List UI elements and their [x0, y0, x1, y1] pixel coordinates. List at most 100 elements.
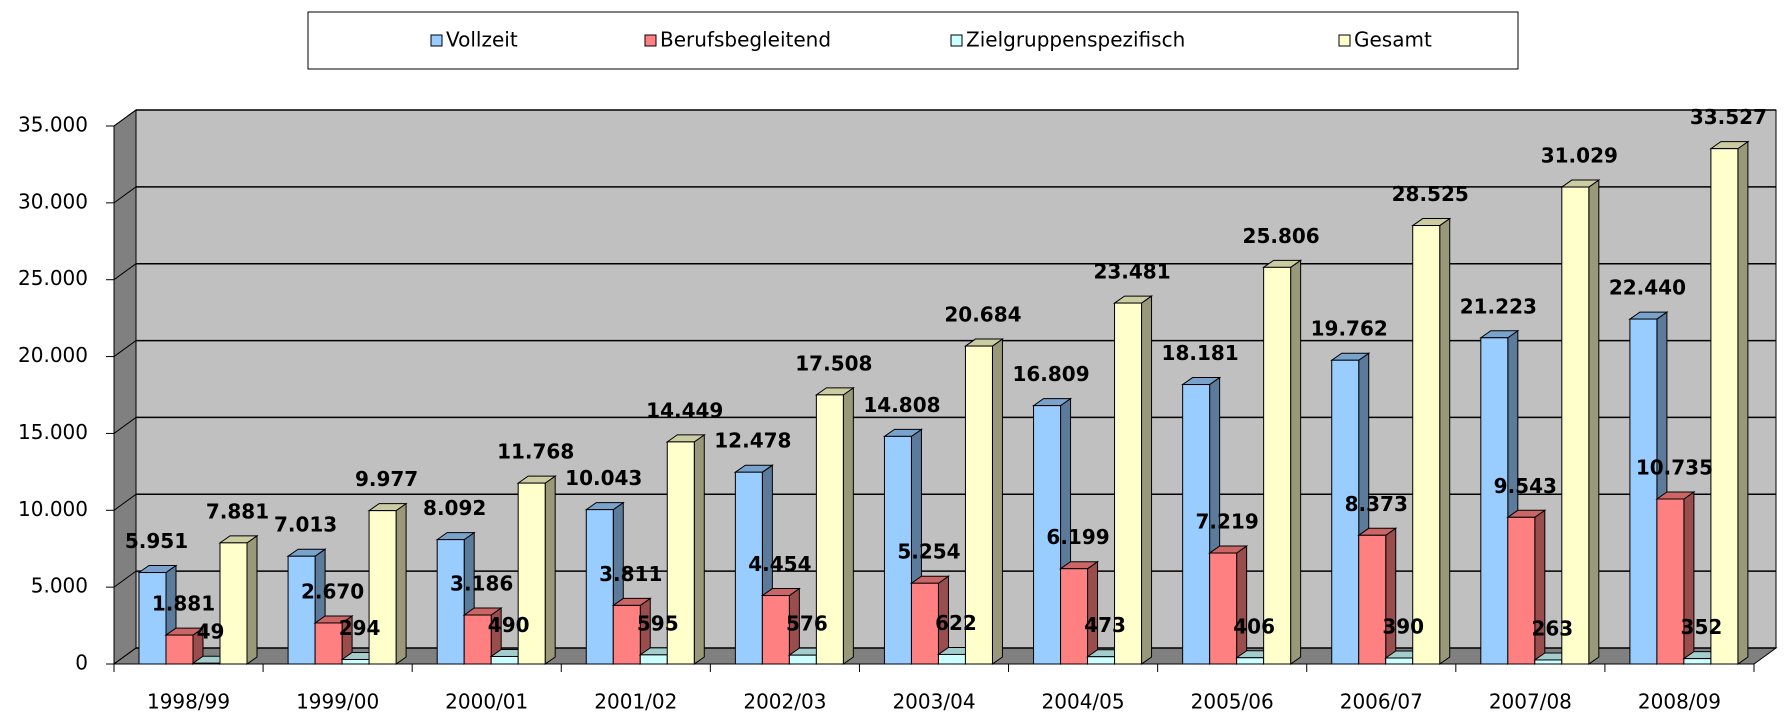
y-tick-label: 0 [75, 651, 88, 675]
data-label: 12.478 [714, 429, 791, 453]
data-label: 390 [1382, 615, 1424, 639]
bar-side [693, 433, 705, 665]
bar [436, 539, 465, 665]
data-label: 10.043 [565, 466, 642, 490]
legend-swatch [644, 34, 657, 47]
y-tick-label: 35.000 [18, 113, 88, 137]
data-label: 595 [637, 611, 679, 635]
data-label: 5.254 [897, 540, 960, 564]
grid-line-side [113, 340, 137, 357]
bar-side [1236, 545, 1248, 665]
bar [1033, 405, 1062, 665]
data-label: 7.219 [1196, 510, 1259, 534]
bar [734, 471, 763, 665]
data-label: 263 [1531, 616, 1573, 640]
bar [1114, 302, 1143, 665]
bar [1507, 516, 1536, 665]
data-label: 3.811 [599, 562, 662, 586]
bar-side [991, 338, 1003, 665]
data-label: 3.186 [450, 572, 513, 596]
bar-side [1141, 295, 1153, 665]
y-tick-label: 30.000 [18, 189, 88, 213]
bar [1263, 266, 1292, 665]
data-label: 16.809 [1012, 362, 1089, 386]
bar [314, 622, 343, 665]
x-tick-label: 2001/02 [594, 690, 677, 714]
data-label: 28.525 [1392, 182, 1469, 206]
data-label: 18.181 [1162, 341, 1239, 365]
data-label: 49 [197, 620, 225, 644]
data-label: 622 [935, 611, 977, 635]
data-label: 473 [1084, 613, 1126, 637]
bar [761, 595, 790, 665]
legend-swatch [1338, 34, 1351, 47]
bar-side [246, 534, 258, 665]
data-label: 4.454 [748, 552, 811, 576]
x-tick-label: 2008/09 [1638, 690, 1721, 714]
x-tick-label: 2007/08 [1489, 690, 1572, 714]
bar [1331, 359, 1360, 665]
data-label: 5.951 [125, 529, 188, 553]
data-label: 14.449 [646, 398, 723, 422]
data-label: 294 [339, 616, 381, 640]
bar [788, 654, 817, 665]
data-label: 22.440 [1609, 276, 1686, 300]
y-tick-label: 10.000 [18, 497, 88, 521]
x-tick-label: 2006/07 [1340, 690, 1423, 714]
grid-line-side [113, 493, 137, 511]
bar [1683, 658, 1712, 665]
bar [585, 509, 614, 665]
bar [287, 555, 316, 665]
data-label: 9.543 [1494, 474, 1557, 498]
bar [1412, 225, 1441, 665]
data-label: 2.670 [301, 579, 364, 603]
bar [1087, 656, 1116, 665]
bar [1480, 337, 1509, 665]
x-tick-label: 2000/01 [445, 690, 528, 714]
bar [1358, 534, 1387, 665]
data-label: 8.373 [1345, 492, 1408, 516]
data-label: 490 [488, 613, 530, 637]
data-label: 20.684 [944, 303, 1021, 327]
data-label: 1.881 [152, 592, 215, 616]
grid-line-side [113, 263, 137, 281]
grid-line-side [113, 570, 137, 588]
legend-box [307, 11, 1519, 70]
data-label: 10.735 [1636, 455, 1713, 479]
bar [1561, 186, 1590, 665]
grid-line-side [113, 417, 137, 434]
data-label: 25.806 [1243, 224, 1320, 248]
y-tick-label: 15.000 [18, 420, 88, 444]
x-tick-label: 2004/05 [1042, 690, 1125, 714]
legend-label: Berufsbegleitend [660, 28, 831, 52]
bar-side [1534, 509, 1546, 665]
data-label: 14.808 [863, 393, 940, 417]
bar [1656, 498, 1685, 665]
data-label: 11.768 [497, 440, 574, 464]
bar-side [395, 502, 407, 665]
bar [1710, 148, 1739, 665]
bar [1209, 552, 1238, 665]
data-label: 17.508 [795, 351, 872, 375]
bar-side [1290, 259, 1302, 665]
legend-label: Zielgruppenspezifisch [966, 28, 1185, 52]
x-tick-label: 2005/06 [1191, 690, 1274, 714]
data-label: 33.527 [1690, 105, 1767, 129]
grid-line-side [113, 109, 137, 127]
bar [517, 482, 546, 665]
bar [666, 441, 695, 665]
legend-swatch [430, 34, 443, 47]
x-tick-label: 1999/00 [296, 690, 379, 714]
legend-label: Gesamt [1354, 28, 1432, 52]
bar-side [544, 475, 556, 665]
y-tick-label: 20.000 [18, 343, 88, 367]
x-tick-label: 1998/99 [147, 690, 230, 714]
bar [490, 655, 519, 665]
grid-line-side [113, 647, 137, 665]
y-tick-label: 25.000 [18, 266, 88, 290]
data-label: 19.762 [1311, 317, 1388, 341]
data-label: 9.977 [355, 467, 418, 491]
data-label: 21.223 [1460, 294, 1537, 318]
side-wall [113, 109, 137, 665]
